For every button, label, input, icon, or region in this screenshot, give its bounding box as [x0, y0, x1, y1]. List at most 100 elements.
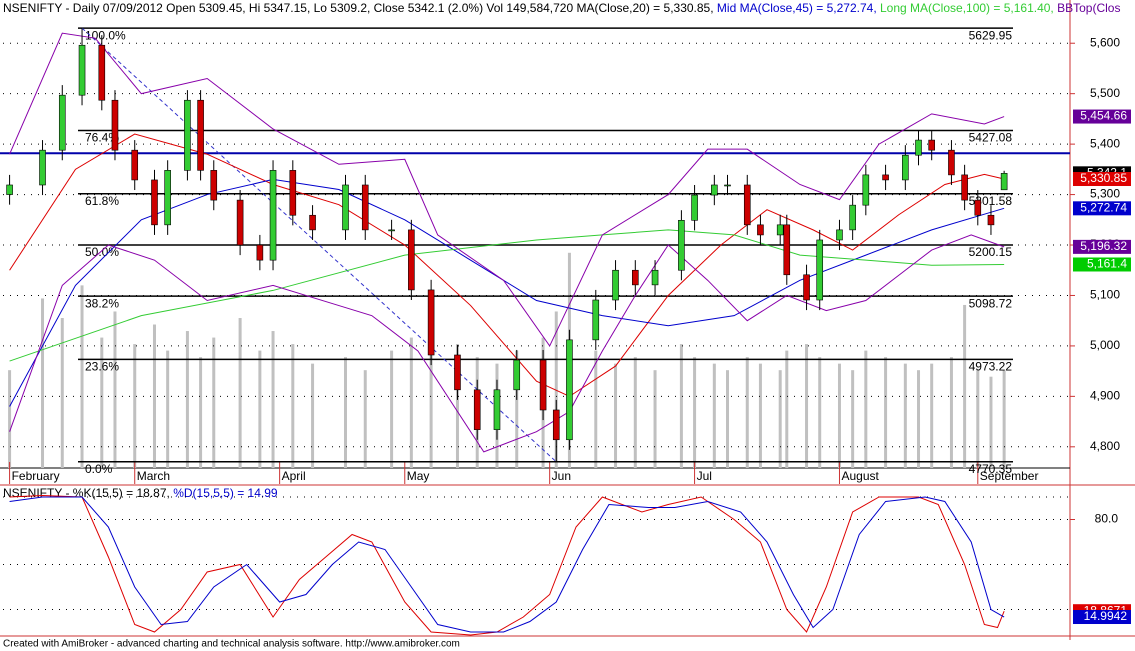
candle-body	[210, 170, 218, 201]
indicator-line	[9, 494, 1005, 636]
y-tick-label: 4,900	[1090, 389, 1120, 403]
candle-body	[164, 170, 171, 226]
volume-bar	[152, 324, 156, 468]
y-tick-label: 5,000	[1090, 338, 1120, 352]
y-tick-label: 5,600	[1090, 35, 1120, 49]
volume-bar	[238, 318, 242, 468]
volume-bar	[133, 344, 137, 468]
volume-bar	[864, 350, 868, 468]
volume-bar	[903, 363, 907, 468]
candle-body	[388, 229, 395, 232]
x-tick-label: Jun	[552, 469, 571, 483]
candle-body	[131, 149, 139, 181]
volume-bar	[963, 304, 967, 468]
value-box-label: 5,272.74	[1080, 200, 1127, 214]
value-box	[1073, 239, 1131, 254]
candle-body	[6, 184, 13, 195]
volume-bar	[100, 337, 104, 468]
candle-body	[816, 239, 824, 301]
fib-label: 0.0%	[85, 462, 113, 476]
value-box-label: 14.9942	[1084, 609, 1128, 623]
candle-body	[776, 224, 784, 236]
volume-bar	[363, 370, 367, 468]
y-tick-label: 80.0	[1095, 512, 1119, 526]
candle-body	[289, 170, 297, 216]
volume-bar	[884, 357, 888, 468]
title-segment: BBTop(Clos	[1057, 1, 1120, 15]
candle-body	[678, 219, 685, 271]
x-tick-label: March	[137, 469, 170, 483]
chart-title: NSENIFTY - %K(15,5) = 18.87, %D(15,5,5) …	[3, 486, 278, 500]
volume-bar	[113, 311, 117, 468]
volume-bar	[837, 363, 841, 468]
value-box-label: 5,454.66	[1080, 109, 1127, 123]
candle-body	[651, 269, 659, 286]
candle-body	[961, 174, 968, 201]
candle-body	[711, 184, 718, 196]
volume-bar	[166, 350, 170, 468]
candle-body	[309, 214, 316, 231]
candle-body	[631, 269, 639, 286]
candle-body	[987, 214, 995, 226]
candle-body	[151, 179, 158, 226]
volume-bar	[989, 376, 993, 468]
candle-body	[78, 44, 86, 96]
candle-body	[566, 339, 573, 441]
candle-body	[592, 299, 600, 341]
volume-bar	[976, 370, 980, 468]
volume-bar	[343, 357, 347, 468]
candle-body	[58, 94, 66, 151]
overlay-line	[9, 133, 1005, 397]
volume-bar	[818, 357, 822, 468]
volume-bar	[1002, 370, 1006, 468]
candle-body	[849, 204, 856, 231]
y-tick-label: 5,300	[1090, 187, 1120, 201]
volume-bar	[212, 337, 216, 468]
title-segment: NSENIFTY - Daily 07/09/2012 Open 5309.45…	[3, 1, 717, 15]
candle-body	[236, 199, 244, 246]
volume-bar	[409, 337, 413, 468]
candle-body	[743, 184, 751, 226]
volume-bar	[594, 350, 598, 468]
candle-body	[1000, 173, 1008, 191]
volume-bar	[633, 357, 637, 468]
volume-bar	[679, 344, 683, 468]
title-segment: Long MA(Close,100) = 5,161.40,	[880, 1, 1057, 15]
x-tick-label: February	[12, 469, 60, 483]
value-box	[1073, 201, 1131, 216]
candle-body	[513, 359, 521, 391]
y-tick-label: 4,800	[1090, 439, 1120, 453]
candle-body	[454, 354, 461, 391]
x-tick-label: August	[841, 469, 879, 483]
volume-bar	[429, 324, 433, 468]
candle-body	[493, 389, 501, 430]
candle-body	[928, 139, 935, 151]
y-tick-label: 5,400	[1090, 136, 1120, 150]
volume-bar	[614, 363, 618, 468]
title-segment: Mid MA(Close,45) = 5,272.74,	[717, 1, 880, 15]
candle-body	[612, 269, 619, 301]
candle-body	[539, 359, 547, 411]
value-box	[1073, 610, 1131, 625]
value-box-label: 5,161.4	[1087, 257, 1127, 271]
volume-bar	[917, 370, 921, 468]
fib-label: 23.6%	[85, 360, 119, 374]
volume-bar	[291, 344, 295, 468]
volume-bar	[271, 331, 275, 468]
candle-body	[408, 229, 415, 291]
overlay-line	[9, 229, 1005, 362]
candle-body	[882, 174, 889, 181]
x-tick-label: May	[407, 469, 430, 483]
fib-label: 38.2%	[85, 296, 119, 310]
candle-body	[39, 149, 46, 186]
x-tick-label: April	[282, 469, 306, 483]
title-segment: NSENIFTY - %K(15,5) = 18.87,	[3, 486, 173, 500]
volume-bar	[653, 370, 657, 468]
volume-bar	[515, 350, 519, 468]
y-tick-label: 5,500	[1090, 86, 1120, 100]
volume-bar	[758, 363, 762, 468]
volume-bar	[455, 344, 459, 468]
volume-bar	[60, 318, 64, 468]
